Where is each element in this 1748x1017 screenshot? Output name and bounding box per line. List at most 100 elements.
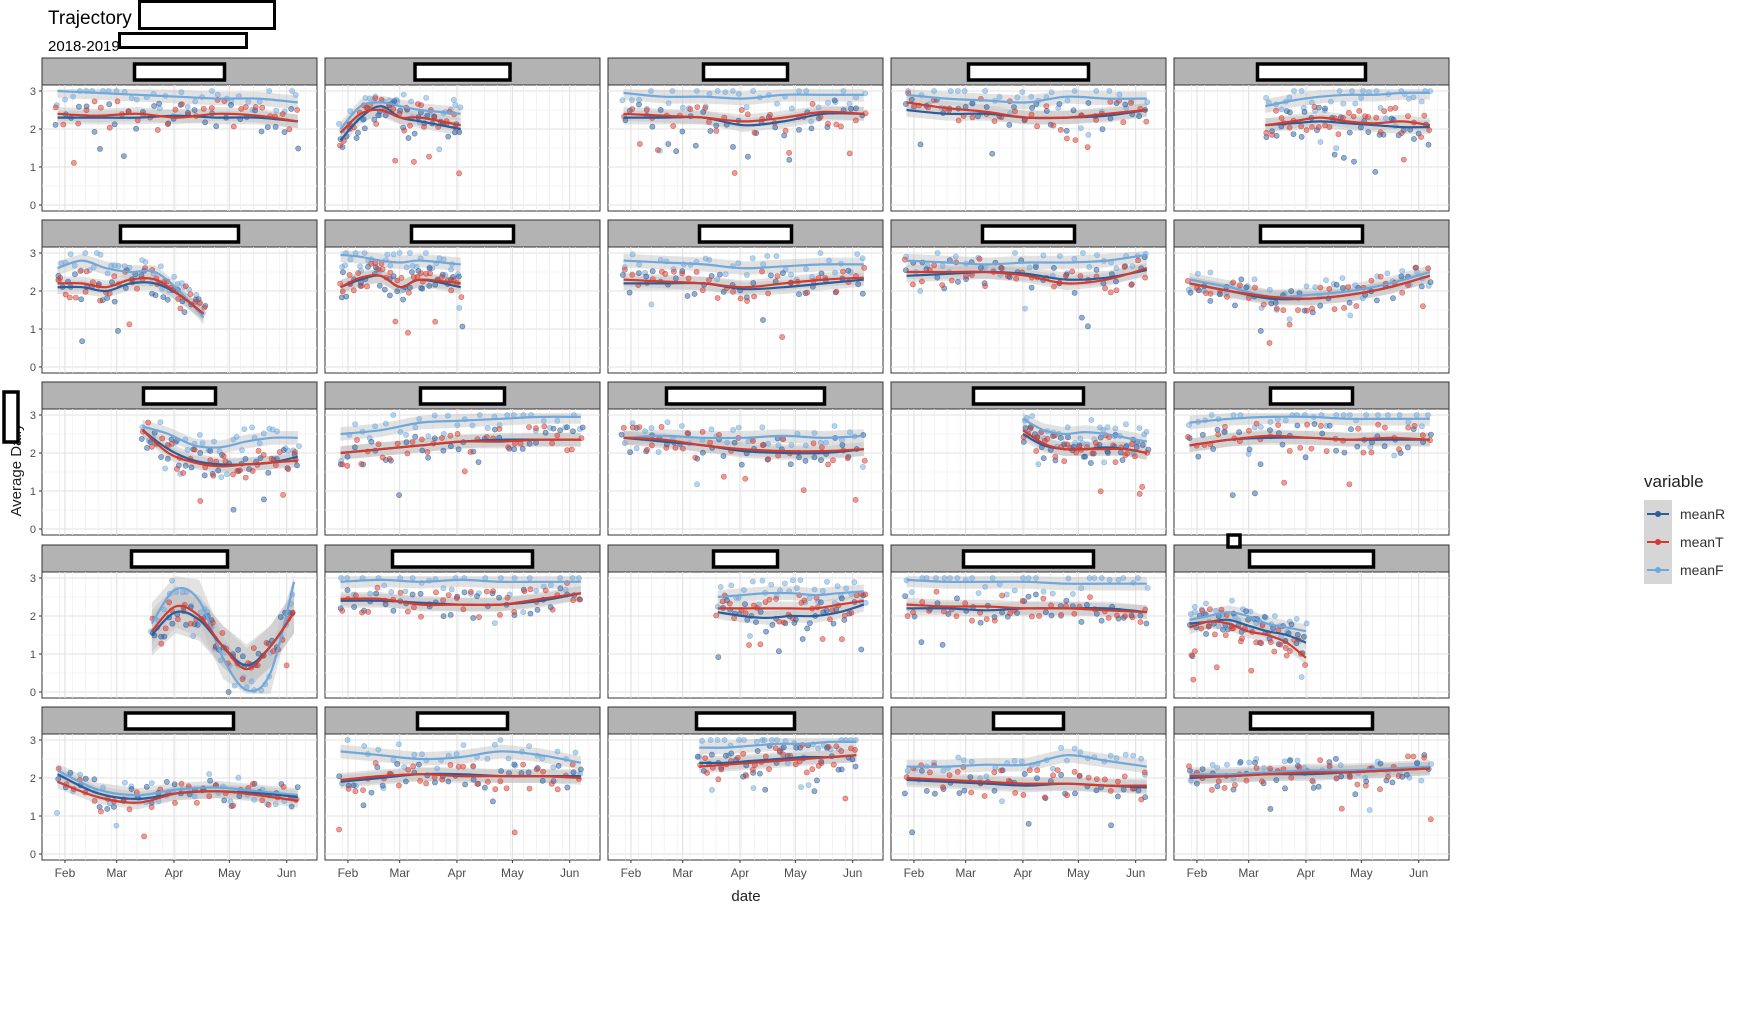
data-point-meanT [969, 114, 976, 121]
data-point-meanT [1377, 129, 1384, 136]
x-tick-label: Feb [621, 866, 642, 880]
data-point-meanR [1043, 108, 1050, 114]
y-tick-label: 0 [30, 687, 36, 699]
data-point-meanT [207, 457, 214, 464]
data-point-meanF [1028, 93, 1035, 100]
data-point-meanF [540, 418, 547, 424]
data-point-meanT [738, 107, 745, 113]
data-point-meanT [255, 447, 262, 454]
data-point-meanT [1085, 774, 1092, 781]
data-point-meanT [707, 439, 713, 446]
data-point-meanT [1273, 107, 1279, 114]
data-point-meanF [344, 737, 351, 743]
data-point-meanT [533, 766, 540, 773]
data-point-meanF [497, 575, 504, 581]
data-point-meanR [394, 761, 401, 767]
data-point-meanR [1279, 441, 1286, 448]
data-point-meanF [947, 575, 953, 581]
data-point-meanT [404, 450, 411, 457]
data-point-meanF [1112, 425, 1119, 432]
data-point-meanT [1071, 610, 1078, 617]
trend-line-meanR [717, 603, 865, 620]
data-point-meanR [258, 128, 265, 135]
data-point-meanR [1340, 154, 1347, 161]
data-point-meanT [1013, 275, 1020, 282]
data-point-meanT [644, 446, 650, 453]
data-point-meanF [811, 586, 818, 593]
data-point-meanR [1115, 793, 1121, 800]
data-point-meanF [390, 412, 397, 418]
data-point-meanT [1387, 105, 1394, 112]
data-point-meanF [344, 575, 350, 581]
data-point-meanF [423, 94, 429, 101]
data-point-meanR [1139, 441, 1146, 448]
trend-line-meanT [150, 604, 296, 671]
data-point-meanT [148, 443, 155, 450]
data-point-meanR [191, 107, 198, 113]
data-point-meanF [476, 412, 483, 418]
data-point-meanT [1020, 792, 1027, 798]
x-tick-label: Apr [1297, 866, 1316, 880]
data-point-meanF [408, 98, 414, 105]
data-point-meanT [1286, 124, 1293, 131]
data-point-meanF [735, 424, 742, 431]
data-point-meanR [475, 459, 482, 465]
data-point-meanT [268, 455, 275, 462]
data-point-meanT [1027, 425, 1034, 431]
data-point-meanF [1286, 316, 1293, 322]
data-point-meanF [382, 420, 389, 427]
trend-line-meanT [141, 429, 298, 468]
facet-panel-4 [890, 57, 1167, 212]
data-point-meanT [394, 440, 401, 447]
data-point-meanT [438, 274, 445, 280]
data-point-meanR [1365, 129, 1372, 135]
data-point-meanR [578, 766, 584, 773]
data-point-meanT [765, 290, 771, 297]
data-point-meanR [161, 633, 168, 640]
data-point-meanF [806, 595, 813, 601]
data-point-meanF [1246, 759, 1253, 766]
data-point-meanF [743, 104, 750, 111]
data-point-meanT [1396, 446, 1402, 453]
data-point-meanR [360, 116, 367, 123]
data-point-meanR [1137, 612, 1144, 619]
data-point-meanF [1237, 412, 1244, 418]
data-point-meanT [759, 442, 766, 448]
data-point-meanR [425, 454, 431, 461]
data-point-meanT [1243, 777, 1250, 784]
data-point-meanF [784, 760, 791, 767]
data-point-meanF [1091, 575, 1098, 581]
data-point-meanF [384, 251, 391, 258]
legend-label-meanT: meanT [1680, 534, 1724, 550]
data-point-meanF [1312, 284, 1319, 291]
confidence-band-meanR [623, 272, 864, 296]
data-point-meanT [458, 294, 465, 300]
data-point-meanT [629, 106, 636, 112]
data-point-meanF [491, 620, 498, 626]
data-point-meanF [847, 429, 853, 436]
data-point-meanT [1360, 449, 1367, 456]
data-point-meanF [1413, 412, 1420, 418]
data-point-meanT [1368, 449, 1375, 456]
y-tick-label: 0 [30, 200, 36, 212]
data-point-meanF [273, 107, 280, 114]
confidence-band-meanF [906, 748, 1147, 774]
data-point-meanT [285, 466, 292, 472]
data-point-meanR [831, 97, 838, 104]
data-point-meanF [113, 822, 120, 829]
data-point-meanF [1207, 269, 1214, 276]
data-point-meanR [1072, 790, 1078, 797]
data-point-meanF [128, 95, 135, 101]
data-point-meanR [839, 442, 846, 448]
data-point-meanT [1212, 631, 1218, 638]
data-point-meanT [1139, 483, 1146, 490]
data-point-meanF [191, 793, 198, 800]
data-point-meanT [933, 588, 940, 595]
data-point-meanT [1128, 282, 1135, 288]
x-tick-label: May [501, 866, 524, 880]
facet-panel-22 [324, 706, 601, 861]
confidence-band-meanF [1023, 413, 1147, 449]
confidence-band-meanT [340, 103, 461, 140]
data-point-meanT [1207, 290, 1214, 297]
data-point-meanT [177, 305, 184, 312]
